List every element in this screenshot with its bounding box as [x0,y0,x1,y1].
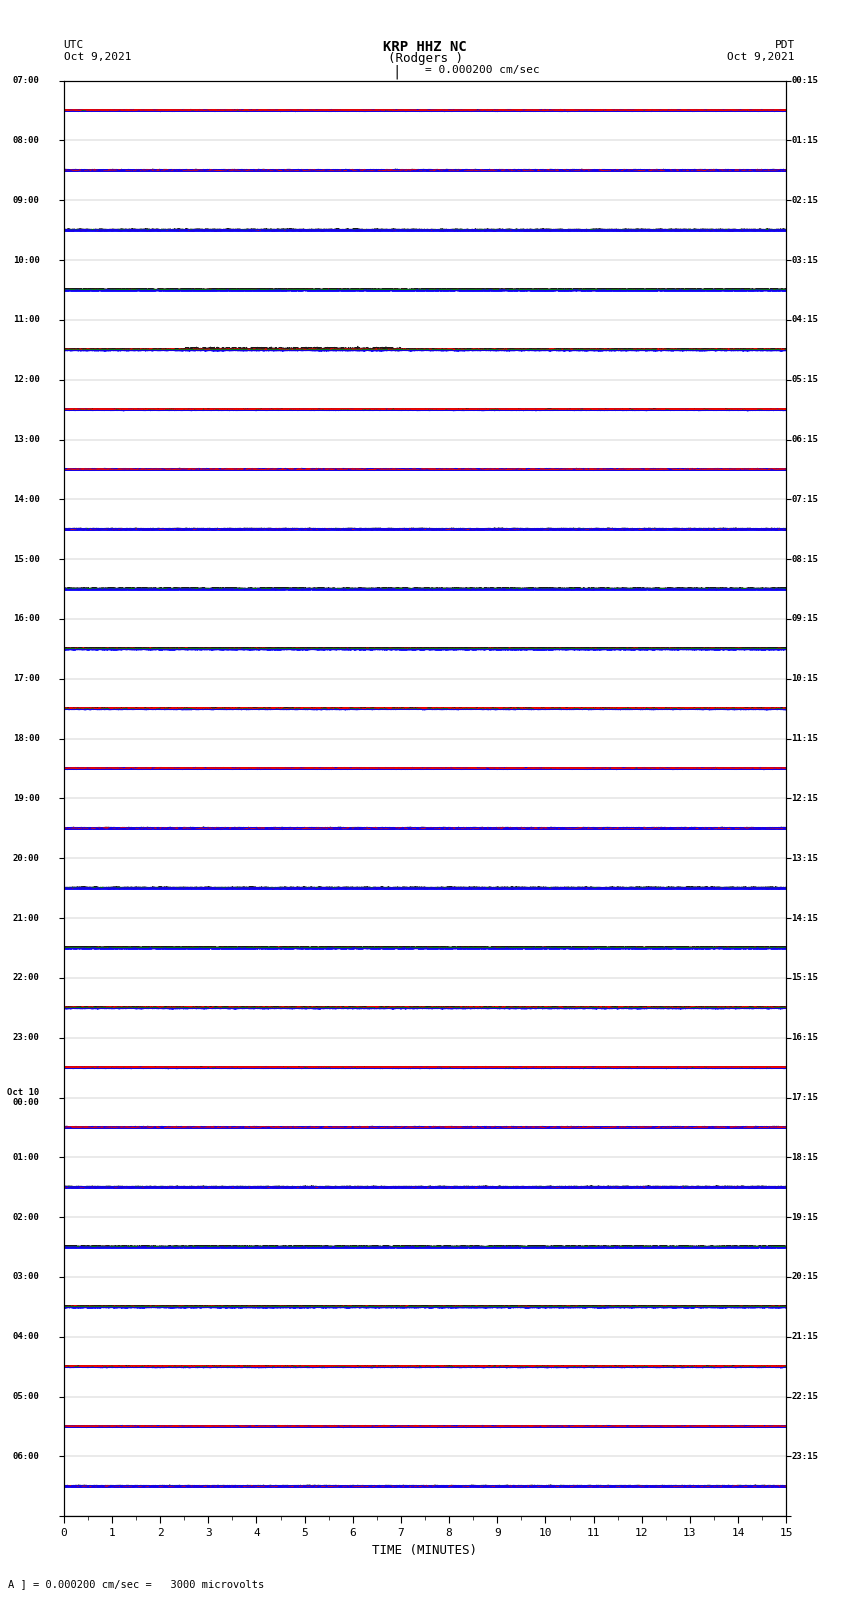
Text: 23:15: 23:15 [791,1452,818,1461]
Text: 01:00: 01:00 [13,1153,40,1161]
Text: 06:15: 06:15 [791,436,818,444]
Text: |: | [393,65,401,79]
Text: 13:15: 13:15 [791,853,818,863]
Text: 16:00: 16:00 [13,615,40,624]
Text: 04:00: 04:00 [13,1332,40,1342]
Text: 01:15: 01:15 [791,135,818,145]
Text: 23:00: 23:00 [13,1034,40,1042]
Text: 22:00: 22:00 [13,973,40,982]
Text: PDT
Oct 9,2021: PDT Oct 9,2021 [728,40,795,61]
Text: 16:15: 16:15 [791,1034,818,1042]
Text: 06:00: 06:00 [13,1452,40,1461]
Text: 05:00: 05:00 [13,1392,40,1402]
Text: 02:00: 02:00 [13,1213,40,1221]
Text: Oct 10
00:00: Oct 10 00:00 [8,1087,40,1107]
Text: 13:00: 13:00 [13,436,40,444]
Text: 08:15: 08:15 [791,555,818,563]
Text: = 0.000200 cm/sec: = 0.000200 cm/sec [425,65,540,74]
Text: 05:15: 05:15 [791,376,818,384]
Text: 21:15: 21:15 [791,1332,818,1342]
Text: 18:15: 18:15 [791,1153,818,1161]
Text: KRP HHZ NC: KRP HHZ NC [383,40,467,55]
Text: 07:15: 07:15 [791,495,818,503]
Text: 15:00: 15:00 [13,555,40,563]
Text: 10:15: 10:15 [791,674,818,684]
X-axis label: TIME (MINUTES): TIME (MINUTES) [372,1544,478,1557]
Text: 21:00: 21:00 [13,913,40,923]
Text: 17:00: 17:00 [13,674,40,684]
Text: 03:15: 03:15 [791,255,818,265]
Text: 14:15: 14:15 [791,913,818,923]
Text: 11:15: 11:15 [791,734,818,744]
Text: 15:15: 15:15 [791,973,818,982]
Text: A ] = 0.000200 cm/sec =   3000 microvolts: A ] = 0.000200 cm/sec = 3000 microvolts [8,1579,264,1589]
Text: 09:00: 09:00 [13,195,40,205]
Text: 00:15: 00:15 [791,76,818,85]
Text: 02:15: 02:15 [791,195,818,205]
Text: 11:00: 11:00 [13,316,40,324]
Text: 22:15: 22:15 [791,1392,818,1402]
Text: 09:15: 09:15 [791,615,818,624]
Text: 07:00: 07:00 [13,76,40,85]
Text: 12:00: 12:00 [13,376,40,384]
Text: 08:00: 08:00 [13,135,40,145]
Text: 20:00: 20:00 [13,853,40,863]
Text: 03:00: 03:00 [13,1273,40,1281]
Text: UTC
Oct 9,2021: UTC Oct 9,2021 [64,40,131,61]
Text: 19:00: 19:00 [13,794,40,803]
Text: 18:00: 18:00 [13,734,40,744]
Text: 10:00: 10:00 [13,255,40,265]
Text: 14:00: 14:00 [13,495,40,503]
Text: 12:15: 12:15 [791,794,818,803]
Text: 20:15: 20:15 [791,1273,818,1281]
Text: 17:15: 17:15 [791,1094,818,1102]
Text: (Rodgers ): (Rodgers ) [388,52,462,65]
Text: 04:15: 04:15 [791,316,818,324]
Text: 19:15: 19:15 [791,1213,818,1221]
